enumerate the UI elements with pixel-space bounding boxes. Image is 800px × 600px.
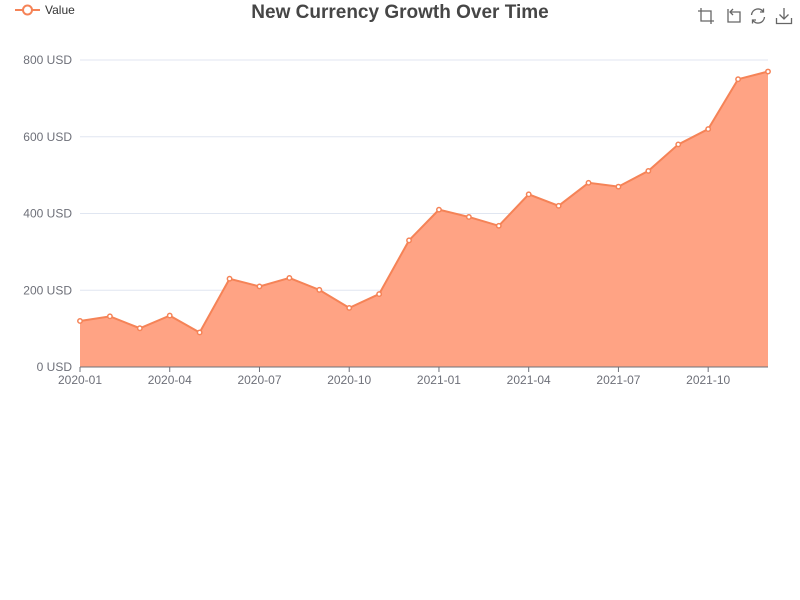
zoom-reset-button[interactable] [722, 6, 742, 26]
y-tick-label: 800 USD [23, 53, 72, 67]
x-tick-label: 2020-01 [58, 373, 102, 387]
data-point [765, 68, 771, 75]
zoom-button[interactable] [696, 6, 716, 26]
data-point [585, 179, 592, 186]
series-area [80, 71, 768, 367]
data-point [286, 275, 293, 281]
data-point [136, 325, 143, 332]
data-point [675, 141, 682, 148]
data-point [465, 214, 472, 220]
series-line [79, 70, 769, 334]
data-point [346, 304, 353, 311]
data-point [226, 275, 233, 282]
x-tick-label: 2021-07 [596, 373, 640, 387]
legend-label: Value [45, 3, 75, 17]
x-tick-label: 2020-07 [237, 373, 281, 387]
x-tick-label: 2021-04 [507, 373, 551, 387]
data-point [166, 312, 173, 319]
data-point [406, 237, 412, 244]
data-point [495, 222, 502, 229]
toolbox [690, 6, 794, 26]
zoom-reset-icon [727, 8, 741, 23]
data-point [106, 313, 113, 320]
y-tick-label: 0 USD [37, 360, 73, 374]
x-tick-label: 2020-10 [327, 373, 371, 387]
data-point [525, 191, 532, 198]
zoom-icon [698, 8, 714, 24]
data-point [645, 167, 652, 174]
x-tick-label: 2021-01 [417, 373, 461, 387]
data-point [256, 283, 263, 290]
data-point [196, 329, 203, 336]
data-point [555, 202, 562, 209]
legend-symbol-icon [15, 4, 40, 16]
data-point [77, 318, 83, 324]
data-point [376, 291, 383, 298]
y-tick-label: 600 USD [23, 130, 72, 144]
y-tick-label: 200 USD [23, 283, 72, 297]
data-point [735, 76, 742, 83]
data-point [436, 206, 442, 213]
data-point [615, 183, 622, 190]
data-point [705, 126, 712, 133]
save-image-button[interactable] [774, 6, 794, 26]
x-tick-label: 2021-10 [686, 373, 730, 387]
save-image-icon [775, 8, 793, 25]
chart-title: New Currency Growth Over Time [251, 2, 549, 23]
restore-icon [750, 8, 766, 24]
data-point [316, 286, 323, 293]
x-tick-label: 2020-04 [148, 373, 192, 387]
y-tick-label: 400 USD [23, 207, 72, 221]
restore-button[interactable] [748, 6, 768, 26]
legend-item-value[interactable]: Value [15, 3, 75, 17]
